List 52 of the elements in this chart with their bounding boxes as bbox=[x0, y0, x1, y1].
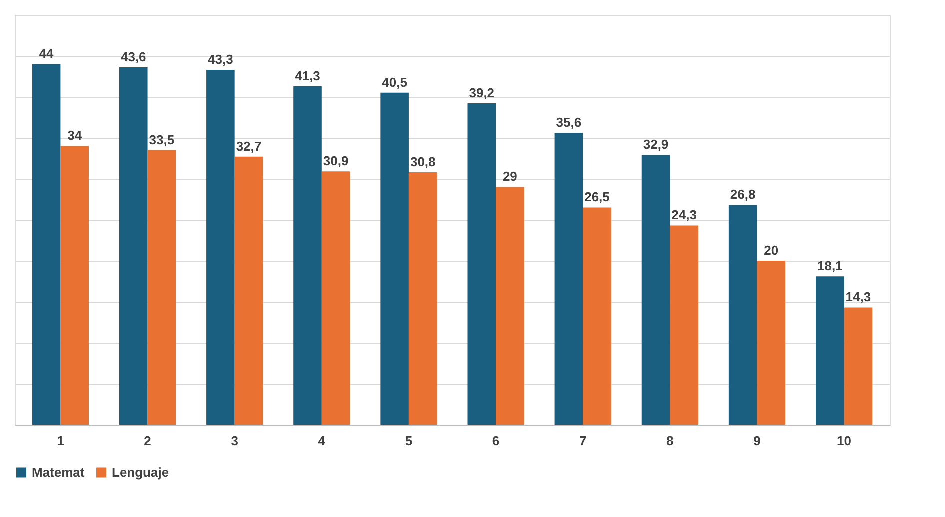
data-label: 26,5 bbox=[584, 190, 610, 205]
x-tick-label: 10 bbox=[837, 434, 852, 448]
bar bbox=[496, 187, 524, 425]
bar bbox=[642, 155, 670, 425]
data-label: 30,8 bbox=[410, 154, 436, 170]
bar bbox=[816, 276, 844, 425]
bar bbox=[670, 226, 698, 425]
data-label: 35,6 bbox=[556, 115, 582, 130]
bar bbox=[583, 208, 612, 425]
bar bbox=[234, 156, 264, 425]
bar bbox=[380, 92, 409, 425]
data-label: 30,9 bbox=[323, 154, 349, 169]
x-tick-label: 8 bbox=[666, 434, 674, 448]
data-label: 14,3 bbox=[846, 290, 872, 305]
bar bbox=[468, 104, 496, 425]
data-label: 32,9 bbox=[643, 137, 669, 152]
bar bbox=[844, 308, 873, 425]
bar bbox=[408, 172, 438, 425]
x-tick-label: 7 bbox=[579, 434, 587, 448]
bar bbox=[757, 261, 786, 425]
data-label: 26,8 bbox=[730, 187, 756, 202]
x-tick-label: 3 bbox=[231, 434, 238, 448]
legend-label: Matemat bbox=[32, 464, 86, 480]
legend-label: Lenguaje bbox=[112, 464, 170, 480]
x-tick-label: 2 bbox=[144, 434, 152, 448]
data-label: 34 bbox=[68, 128, 83, 144]
data-label: 33,5 bbox=[149, 132, 175, 148]
data-label: 29 bbox=[502, 169, 518, 184]
data-label: 44 bbox=[39, 46, 55, 62]
bar bbox=[728, 205, 758, 425]
bar bbox=[322, 172, 350, 425]
x-tick-label: 5 bbox=[405, 434, 413, 448]
bar bbox=[60, 146, 90, 425]
x-tick-label: 6 bbox=[492, 434, 500, 448]
data-label: 40,5 bbox=[382, 74, 408, 90]
data-label: 43,6 bbox=[120, 49, 146, 64]
bar bbox=[32, 64, 61, 425]
data-label: 39,2 bbox=[469, 86, 495, 101]
bar bbox=[554, 133, 584, 425]
x-tick-label: 1 bbox=[57, 434, 64, 448]
bar bbox=[206, 70, 235, 425]
data-label: 32,7 bbox=[236, 138, 262, 154]
bar bbox=[294, 86, 322, 425]
data-label: 20 bbox=[764, 243, 779, 258]
data-label: 18,1 bbox=[817, 258, 843, 274]
bar bbox=[119, 67, 148, 425]
data-label: 24,3 bbox=[672, 208, 697, 223]
x-tick-label: 9 bbox=[754, 434, 761, 448]
data-label: 41,3 bbox=[295, 68, 320, 84]
x-tick-label: 4 bbox=[318, 434, 326, 448]
data-label: 43,3 bbox=[208, 52, 234, 67]
bar bbox=[148, 150, 176, 425]
